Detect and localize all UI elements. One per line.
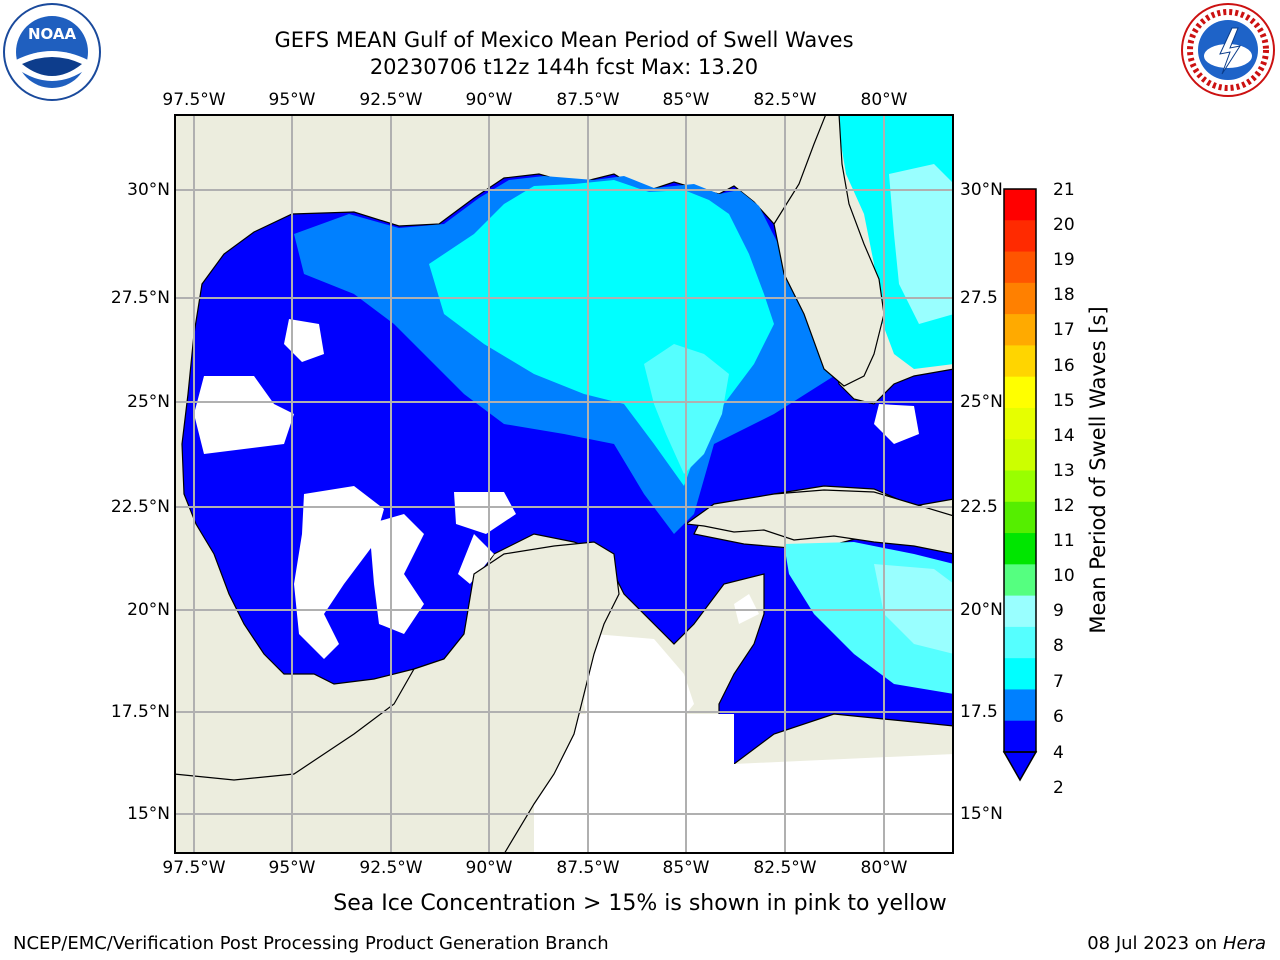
x-tick-top-2: 95°W <box>268 90 316 110</box>
y-tick-left-1: 30°N <box>127 180 170 200</box>
x-tick-top-7: 82.5°W <box>753 90 817 110</box>
y-tick-right-6: 17.5 <box>960 702 998 722</box>
y-tick-right-5: 20°N <box>960 600 1003 620</box>
colorbar-segment <box>1004 189 1036 221</box>
colorbar-tick-14: 14 <box>1053 426 1075 446</box>
y-tick-right-3: 25°N <box>960 392 1003 412</box>
x-tick-top-1: 97.5°W <box>162 90 226 110</box>
colorbar-segment <box>1004 251 1036 284</box>
colorbar-segment <box>1004 720 1036 753</box>
colorbar-tick-11: 11 <box>1053 531 1075 551</box>
colorbar-segment <box>1004 626 1036 659</box>
svg-text:NOAA: NOAA <box>28 25 77 43</box>
colorbar-segment <box>1004 470 1036 503</box>
x-tick-bottom-5: 87.5°W <box>556 858 620 878</box>
colorbar-tick-8: 8 <box>1053 636 1064 656</box>
colorbar-segment <box>1004 314 1036 346</box>
colorbar-extend-arrow <box>1002 751 1038 782</box>
footer-date: 08 Jul 2023 on Hera <box>1087 933 1266 954</box>
colorbar-tick-20: 20 <box>1053 215 1075 235</box>
y-tick-right-4: 22.5 <box>960 497 998 517</box>
x-tick-bottom-8: 80°W <box>860 858 908 878</box>
noaa-logo: NOAA <box>2 2 102 102</box>
footer-credit: NCEP/EMC/Verification Post Processing Pr… <box>13 933 609 954</box>
x-tick-bottom-1: 97.5°W <box>162 858 226 878</box>
colorbar-segment <box>1004 658 1036 690</box>
colorbar-segment <box>1004 407 1036 440</box>
colorbar-segment <box>1004 564 1036 597</box>
colorbar-segment <box>1004 220 1036 253</box>
y-tick-right-2: 27.5 <box>960 288 998 308</box>
colorbar-tick-6: 6 <box>1053 707 1064 727</box>
x-tick-bottom-3: 92.5°W <box>359 858 423 878</box>
y-tick-left-5: 20°N <box>127 600 170 620</box>
colorbar-frame <box>1003 188 1037 753</box>
colorbar-tick-9: 9 <box>1053 601 1064 621</box>
y-tick-left-6: 17.5°N <box>110 702 170 722</box>
footer-system: Hera <box>1222 933 1266 954</box>
map-panel <box>174 114 954 854</box>
x-tick-bottom-6: 85°W <box>662 858 710 878</box>
colorbar-tick-12: 12 <box>1053 496 1075 516</box>
graticule <box>174 114 954 854</box>
colorbar-segment <box>1004 533 1036 565</box>
colorbar-segment <box>1004 439 1036 471</box>
no-swell-patches <box>194 319 954 854</box>
y-tick-left-7: 15°N <box>127 804 170 824</box>
colorbar-segment <box>1004 501 1036 534</box>
colorbar <box>1002 188 1038 782</box>
x-tick-top-8: 80°W <box>860 90 908 110</box>
colorbar-segment <box>1004 345 1036 378</box>
atlantic-swell-light <box>889 164 954 324</box>
footer-date-text: 08 Jul 2023 on <box>1087 933 1223 954</box>
colorbar-tick-16: 16 <box>1053 356 1075 376</box>
colorbar-tick-10: 10 <box>1053 566 1075 586</box>
colorbar-tick-7: 7 <box>1053 672 1064 692</box>
colorbar-tick-17: 17 <box>1053 320 1075 340</box>
x-tick-top-6: 85°W <box>662 90 710 110</box>
nws-logo <box>1180 2 1276 98</box>
colorbar-tick-13: 13 <box>1053 461 1075 481</box>
x-tick-top-5: 87.5°W <box>556 90 620 110</box>
x-tick-bottom-4: 90°W <box>465 858 513 878</box>
sea-ice-note: Sea Ice Concentration > 15% is shown in … <box>333 891 947 916</box>
colorbar-segment <box>1004 282 1036 315</box>
chart-subtitle: 20230706 t12z 144h fcst Max: 13.20 <box>369 55 759 79</box>
x-tick-bottom-7: 82.5°W <box>753 858 817 878</box>
x-tick-top-3: 92.5°W <box>359 90 423 110</box>
colorbar-tick-2: 2 <box>1053 778 1064 798</box>
colorbar-tick-19: 19 <box>1053 250 1075 270</box>
colorbar-tick-18: 18 <box>1053 285 1075 305</box>
colorbar-title: Mean Period of Swell Waves [s] <box>1086 306 1110 634</box>
chart-title: GEFS MEAN Gulf of Mexico Mean Period of … <box>274 28 854 52</box>
x-tick-bottom-2: 95°W <box>268 858 316 878</box>
y-tick-left-3: 25°N <box>127 392 170 412</box>
y-tick-left-4: 22.5°N <box>110 497 170 517</box>
colorbar-segment <box>1004 376 1036 409</box>
florida-peninsula <box>773 114 885 387</box>
yucatan-land <box>174 541 620 854</box>
colorbar-tick-4: 4 <box>1053 743 1064 763</box>
colorbar-segment <box>1004 595 1036 628</box>
y-tick-right-1: 30°N <box>960 180 1003 200</box>
colorbar-tick-15: 15 <box>1053 391 1075 411</box>
y-tick-right-7: 15°N <box>960 804 1003 824</box>
colorbar-tick-21: 21 <box>1053 180 1075 200</box>
x-tick-top-4: 90°W <box>465 90 513 110</box>
colorbar-segment <box>1004 689 1036 722</box>
map-frame <box>174 114 954 854</box>
y-tick-left-2: 27.5°N <box>110 288 170 308</box>
